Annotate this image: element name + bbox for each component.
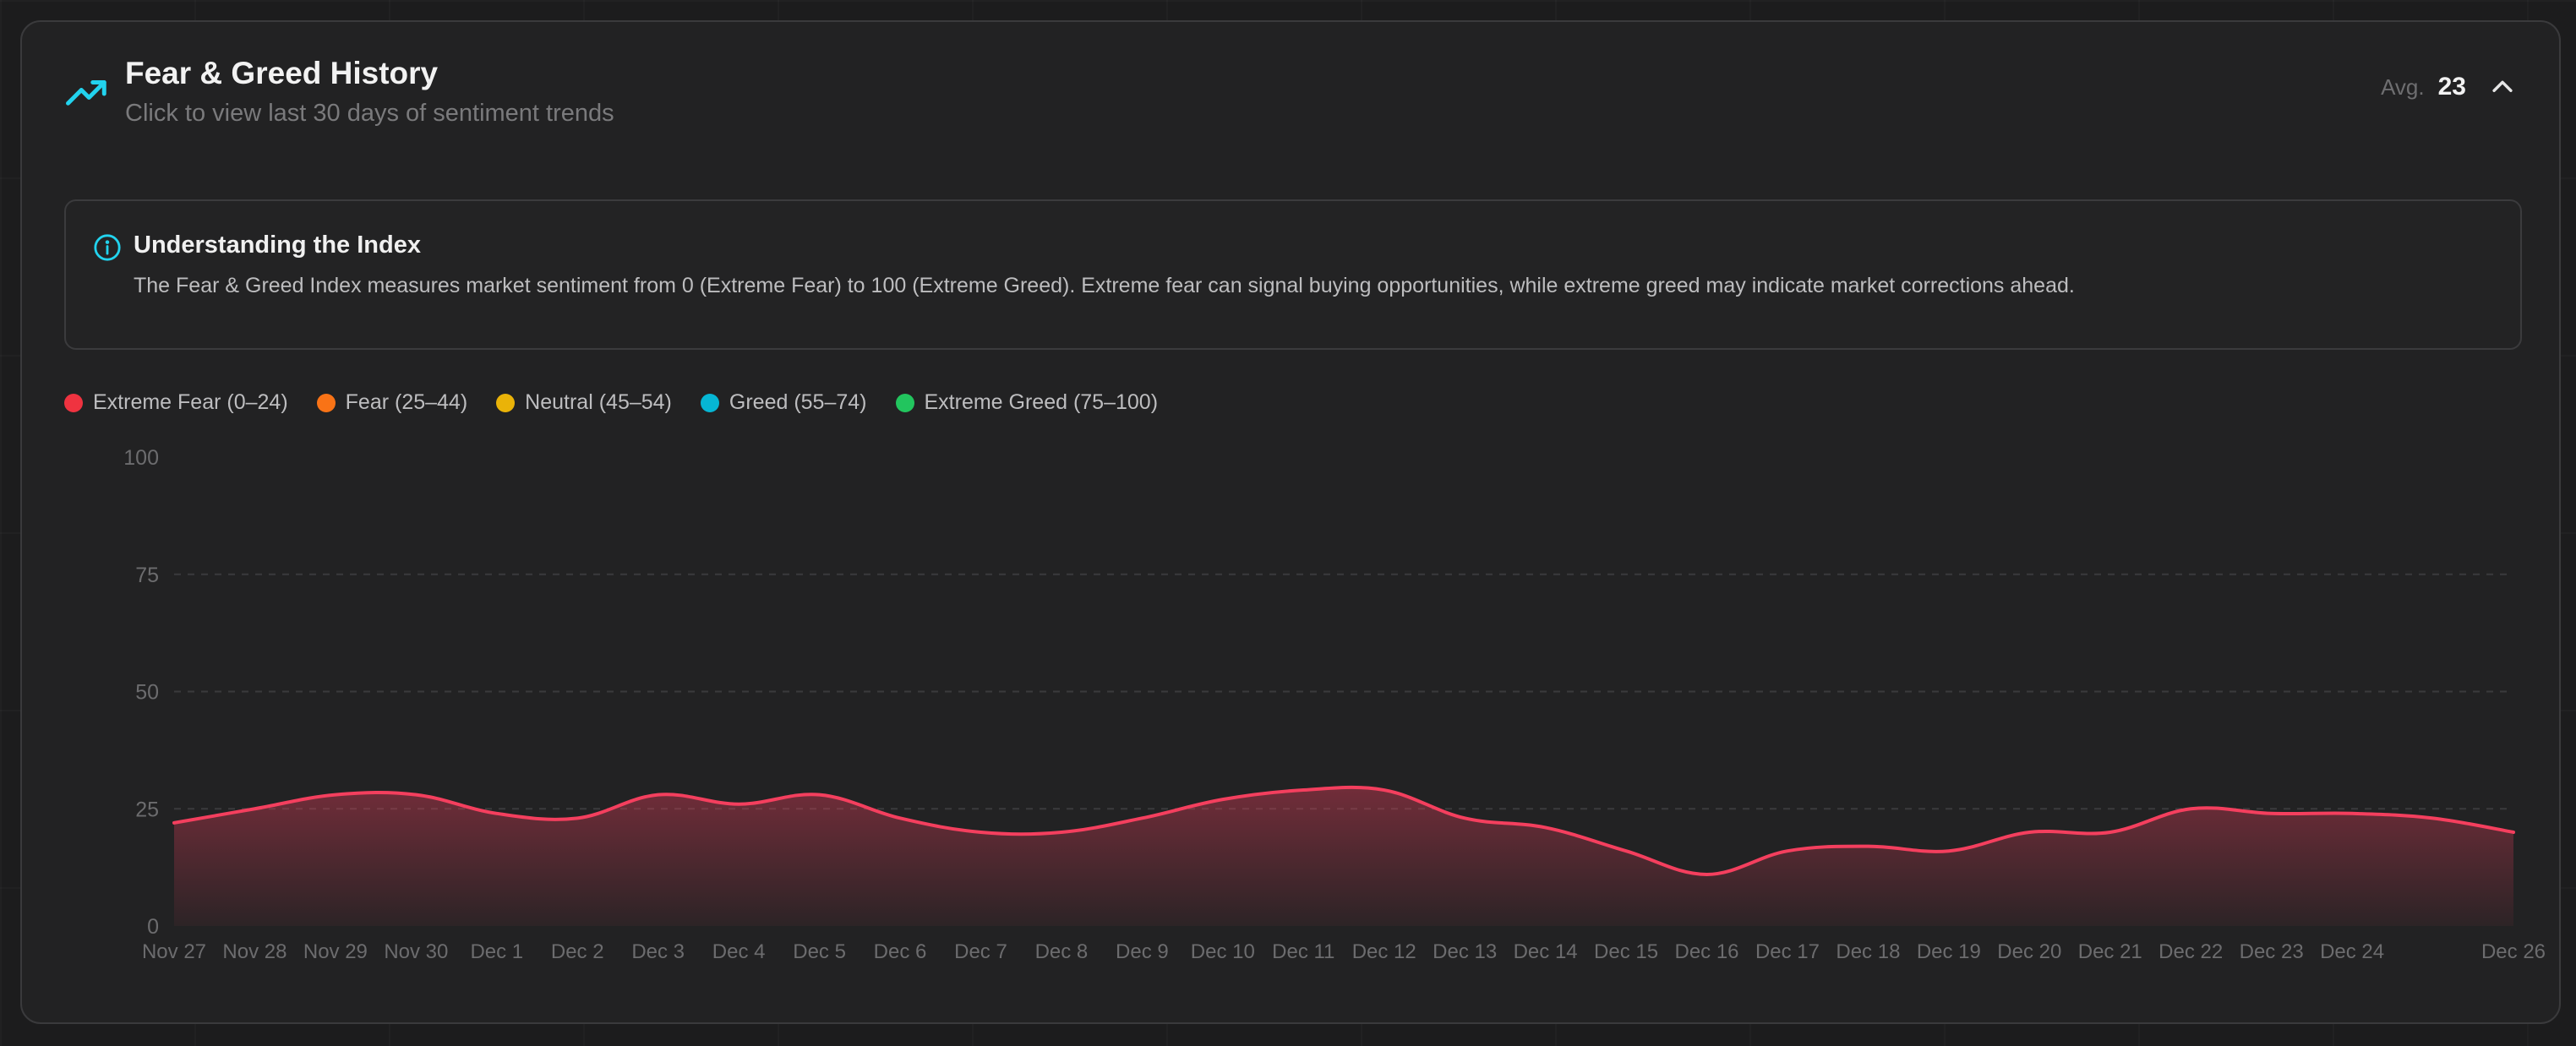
card-subtitle: Click to view last 30 days of sentiment … — [125, 100, 614, 127]
data-point — [895, 813, 905, 823]
data-point — [2508, 827, 2519, 837]
y-tick-label: 50 — [135, 681, 159, 705]
data-point — [2428, 813, 2438, 823]
chevron-up-icon[interactable] — [2488, 73, 2517, 101]
x-tick-label: Dec 1 — [470, 940, 523, 963]
legend-item-greed: Greed (55–74) — [700, 390, 867, 415]
x-tick-label: Dec 4 — [712, 940, 766, 963]
average-summary: Avg. 23 — [2381, 73, 2517, 101]
data-point — [1541, 822, 1551, 832]
x-tick-label: Dec 5 — [793, 940, 846, 963]
data-point — [169, 818, 179, 828]
y-tick-label: 25 — [135, 798, 159, 821]
data-point — [330, 790, 341, 800]
x-tick-label: Dec 18 — [1836, 940, 1900, 963]
legend-dot — [64, 393, 83, 412]
x-tick-label: Dec 26 — [2481, 940, 2546, 963]
data-point — [734, 799, 744, 809]
x-tick-label: Dec 3 — [631, 940, 685, 963]
x-tick-label: Dec 8 — [1035, 940, 1089, 963]
avg-label: Avg. — [2381, 74, 2425, 100]
x-tick-label: Dec 24 — [2320, 940, 2384, 963]
x-tick-label: Dec 2 — [551, 940, 604, 963]
data-point — [2024, 827, 2034, 837]
data-point — [1702, 869, 1712, 880]
data-point — [2105, 827, 2115, 837]
legend-dot — [700, 393, 719, 412]
info-text: The Fear & Greed Index measures market s… — [134, 274, 2075, 297]
fear-greed-history-card: Fear & Greed History Click to view last … — [20, 20, 2561, 1024]
data-point — [492, 809, 502, 819]
x-tick-label: Dec 15 — [1594, 940, 1658, 963]
x-tick-label: Dec 16 — [1674, 940, 1738, 963]
info-title: Understanding the Index — [134, 232, 421, 259]
x-tick-label: Dec 20 — [1997, 940, 2061, 963]
info-box: Understanding the Index The Fear & Greed… — [64, 199, 2522, 350]
y-tick-label: 75 — [135, 564, 159, 587]
series-line — [172, 785, 2515, 876]
data-point — [975, 827, 985, 837]
data-point — [2186, 804, 2196, 814]
legend-dot — [316, 393, 336, 412]
x-tick-label: Dec 10 — [1191, 940, 1255, 963]
x-tick-label: Dec 9 — [1116, 940, 1169, 963]
legend-item-extreme-greed: Extreme Greed (75–100) — [895, 390, 1159, 415]
x-tick-label: Dec 23 — [2240, 940, 2304, 963]
data-point — [411, 790, 421, 800]
trending-up-icon — [66, 80, 106, 106]
card-header[interactable]: Fear & Greed History Click to view last … — [22, 22, 2559, 174]
x-tick-label: Nov 30 — [384, 940, 448, 963]
data-point — [1298, 785, 1308, 795]
x-tick-label: Dec 13 — [1433, 940, 1497, 963]
y-tick-label: 100 — [123, 446, 159, 470]
data-point — [1782, 846, 1793, 856]
data-point — [1460, 813, 1470, 823]
legend-dot — [496, 393, 516, 412]
data-point — [249, 804, 259, 814]
x-tick-label: Dec 6 — [874, 940, 927, 963]
card-title: Fear & Greed History — [125, 56, 439, 90]
data-point — [653, 790, 663, 800]
legend-item-extreme-fear: Extreme Fear (0–24) — [64, 390, 288, 415]
x-tick-label: Dec 19 — [1917, 940, 1981, 963]
data-point — [1056, 827, 1067, 837]
x-tick-label: Dec 12 — [1352, 940, 1416, 963]
data-point — [1137, 813, 1147, 823]
x-tick-label: Dec 11 — [1272, 940, 1334, 963]
legend-item-fear: Fear (25–44) — [316, 390, 468, 415]
data-point — [1621, 846, 1631, 856]
x-tick-label: Dec 7 — [954, 940, 1007, 963]
data-point — [572, 813, 582, 823]
y-tick-label: 0 — [147, 915, 159, 939]
legend-label: Extreme Greed (75–100) — [924, 390, 1159, 414]
data-point — [2347, 809, 2357, 819]
data-point — [815, 790, 825, 800]
x-tick-label: Dec 17 — [1755, 940, 1820, 963]
x-tick-label: Dec 22 — [2158, 940, 2223, 963]
x-tick-label: Dec 14 — [1514, 940, 1578, 963]
area-fill — [174, 787, 2513, 926]
x-tick-label: Nov 29 — [303, 940, 368, 963]
data-point — [1218, 794, 1228, 804]
legend-label: Extreme Fear (0–24) — [93, 390, 288, 414]
x-tick-label: Nov 28 — [222, 940, 287, 963]
sentiment-area-chart: 0 25 50 75 100 Nov 27 Nov 28 Nov 29 Nov 30 Dec 1… — [123, 446, 2546, 963]
data-point — [1944, 846, 1954, 856]
info-icon — [94, 234, 121, 261]
legend-dot — [895, 393, 914, 412]
x-tick-label: Nov 27 — [142, 940, 206, 963]
legend-label: Neutral (45–54) — [525, 390, 672, 414]
data-point — [1379, 785, 1389, 795]
data-point — [2267, 809, 2277, 819]
legend-item-neutral: Neutral (45–54) — [496, 390, 672, 415]
avg-value: 23 — [2437, 73, 2466, 101]
x-tick-label: Dec 21 — [2078, 940, 2142, 963]
legend-label: Fear (25–44) — [345, 390, 468, 414]
legend-label: Greed (55–74) — [729, 390, 867, 414]
data-point — [1863, 842, 1873, 852]
chart-legend: Extreme Fear (0–24) Fear (25–44) Neutral… — [64, 390, 1158, 415]
